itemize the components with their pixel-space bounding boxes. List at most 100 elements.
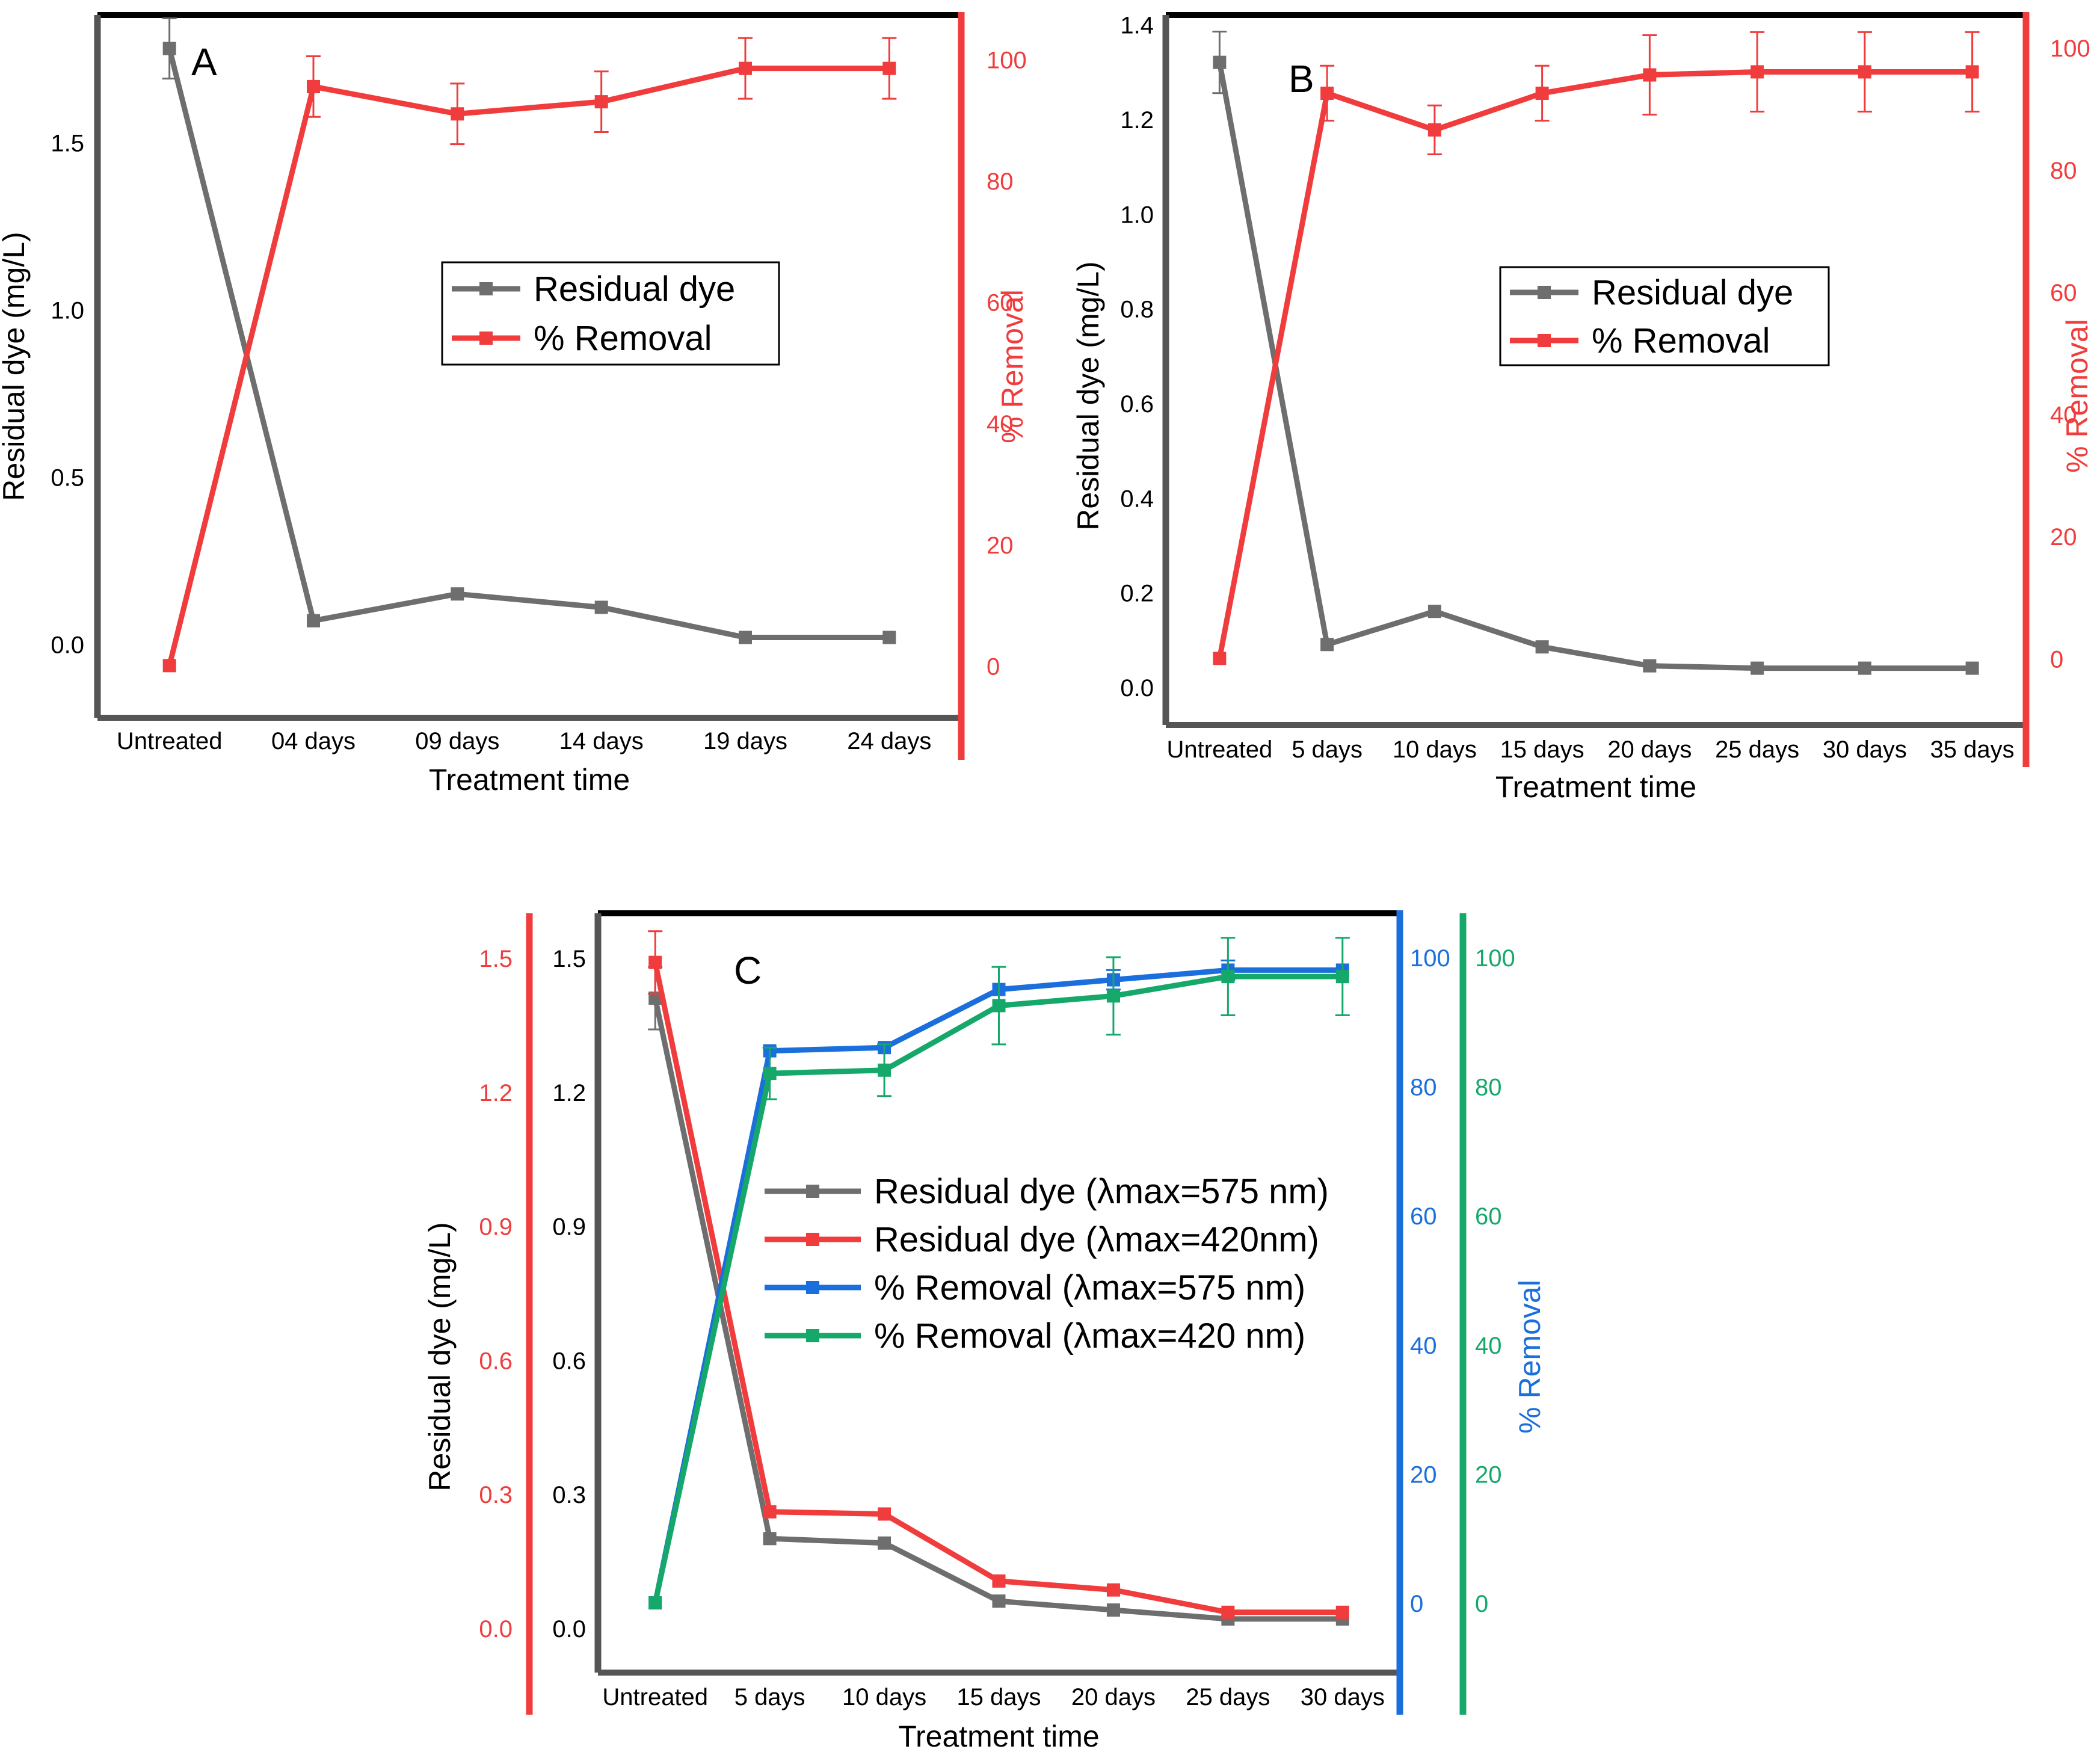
legend-box-a	[441, 261, 780, 366]
y-tick-label-right_green-c: 100	[1475, 945, 1515, 972]
y-tick-label-right-a: 100	[987, 48, 1027, 74]
x-tick-label-c: 15 days	[956, 1684, 1041, 1710]
chart-panel-c: 0.0 0.3 0.6 0.9 1.2 1.5 0.0 0.3 0.6 0.9 1.2 1.5 0 20 4…	[423, 910, 1547, 1753]
series-line-b-1	[1216, 69, 1972, 659]
data-point-b-1	[1427, 123, 1441, 137]
y-tick-label-left_red-c: 0.6	[479, 1348, 513, 1374]
data-point-b-1	[1858, 65, 1871, 79]
y-tick-label-left_red-c: 0.0	[479, 1616, 513, 1642]
y-tick-label-left-b: 0.8	[1120, 297, 1154, 323]
x-tick-label-c: 10 days	[842, 1684, 926, 1710]
y-axis-title-left-a: Residual dye (mg/L)	[0, 232, 31, 501]
y-tick-label-left_red-c: 1.2	[479, 1080, 513, 1106]
y-tick-label-right-b: 100	[2050, 35, 2090, 62]
y-axis-title-left-c: Residual dye (mg/L)	[423, 1222, 457, 1491]
y-tick-label-left_red-c: 0.3	[479, 1482, 513, 1508]
legend-swatch-marker-a-0	[479, 282, 493, 295]
x-tick-label-c: 5 days	[734, 1684, 805, 1710]
data-point-b-1	[1643, 68, 1657, 82]
y-tick-label-left-b: 0.2	[1120, 581, 1154, 607]
data-point-a-0	[739, 631, 752, 644]
y-tick-label-left_black-c: 0.9	[552, 1214, 586, 1241]
data-point-a-1	[739, 61, 752, 75]
y-tick-label-right-a: 40	[987, 411, 1014, 437]
series-line-b-0	[1216, 61, 1972, 671]
x-tick-label-b: 25 days	[1715, 736, 1799, 763]
y-tick-label-right-b: 80	[2050, 158, 2077, 184]
legend-label-c-3: % Removal (λmax=420 nm)	[874, 1316, 1305, 1356]
data-point-c-0	[763, 1532, 777, 1546]
x-tick-label-c: Untreated	[602, 1684, 708, 1710]
y-tick-label-right-a: 60	[987, 290, 1014, 316]
data-point-a-0	[882, 631, 896, 644]
x-tick-label-b: 15 days	[1500, 736, 1584, 763]
chart-panel-a: 0.0 0.5 1.0 1.5 0 20 40 60 80 100 Untreated 04 days…	[0, 12, 1029, 797]
legend-swatch-marker-c-2	[806, 1281, 819, 1294]
y-tick-label-right_green-c: 0	[1475, 1591, 1488, 1617]
data-point-b-0	[1213, 55, 1227, 69]
legend-label-c-2: % Removal (λmax=575 nm)	[874, 1268, 1305, 1307]
y-tick-label-right-b: 0	[2050, 646, 2063, 673]
y-tick-label-left_black-c: 0.6	[552, 1348, 586, 1374]
y-tick-label-left-b: 0.4	[1120, 486, 1154, 512]
x-tick-label-a: 04 days	[271, 728, 356, 754]
data-point-a-1	[594, 95, 608, 109]
data-point-b-1	[1535, 86, 1549, 100]
y-tick-label-left_red-c: 1.5	[479, 946, 513, 972]
x-axis-title-b: Treatment time	[1495, 770, 1696, 804]
y-tick-label-left_black-c: 0.0	[552, 1616, 586, 1642]
data-point-c-0	[992, 1594, 1006, 1608]
data-point-a-1	[451, 107, 464, 121]
y-axis-title-right-b: % Removal	[2060, 319, 2094, 473]
series-line-a-1	[167, 66, 890, 667]
data-point-c-0	[878, 1536, 891, 1550]
x-tick-label-a: 19 days	[703, 728, 787, 754]
x-tick-label-a: Untreated	[117, 728, 223, 754]
legend-c: Residual dye (λmax=575 nm) Residual dye (…	[765, 1172, 1329, 1356]
y-tick-label-right_blue-c: 20	[1410, 1461, 1437, 1488]
data-point-b-0	[1427, 605, 1441, 618]
legend-label-c-0: Residual dye (λmax=575 nm)	[874, 1172, 1329, 1211]
legend-label-c-1: Residual dye (λmax=420nm)	[874, 1220, 1319, 1259]
x-tick-label-b: 10 days	[1393, 736, 1477, 763]
y-tick-label-left-a: 1.5	[51, 130, 84, 156]
data-point-c-3	[1106, 989, 1120, 1003]
legend-label-a-0: Residual dye	[534, 270, 735, 309]
data-point-c-1	[992, 1574, 1006, 1588]
y-tick-label-right_blue-c: 100	[1410, 945, 1450, 972]
legend-box-b	[1499, 266, 1830, 366]
y-tick-label-left-a: 0.5	[51, 465, 84, 492]
data-point-c-3	[878, 1063, 891, 1077]
data-point-c-0	[1106, 1603, 1120, 1617]
data-point-b-0	[1965, 661, 1979, 675]
data-point-c-1	[763, 1505, 777, 1519]
data-point-c-3	[1221, 970, 1235, 984]
y-tick-label-left_red-c: 0.9	[479, 1214, 513, 1241]
data-point-a-0	[162, 42, 176, 55]
x-tick-label-b: 5 days	[1292, 736, 1363, 763]
data-point-a-1	[162, 659, 176, 673]
x-tick-label-b: 30 days	[1823, 736, 1907, 763]
y-tick-label-left-b: 1.4	[1120, 13, 1154, 39]
data-point-b-0	[1535, 640, 1549, 654]
y-tick-label-left-a: 1.0	[51, 297, 84, 324]
y-tick-label-right-b: 60	[2050, 280, 2077, 306]
legend-a: Residual dye % Removal	[441, 261, 780, 366]
data-point-c-1	[878, 1507, 891, 1521]
x-tick-label-c: 25 days	[1186, 1684, 1270, 1710]
legend-swatch-marker-c-1	[806, 1233, 819, 1246]
y-tick-label-right_green-c: 60	[1475, 1203, 1502, 1230]
data-point-a-1	[882, 61, 896, 75]
x-tick-label-a: 24 days	[847, 728, 931, 754]
y-tick-label-right-b: 20	[2050, 524, 2077, 551]
data-point-c-1	[1221, 1605, 1235, 1619]
data-point-a-1	[307, 79, 320, 93]
legend-label-b-0: Residual dye	[1592, 273, 1793, 312]
y-tick-label-left_black-c: 1.2	[552, 1080, 586, 1106]
data-point-b-0	[1751, 661, 1764, 675]
x-tick-label-a: 09 days	[415, 728, 499, 754]
legend-swatch-marker-a-1	[479, 332, 493, 345]
y-tick-label-right_green-c: 80	[1475, 1075, 1502, 1101]
panel-label-c: C	[734, 949, 762, 992]
